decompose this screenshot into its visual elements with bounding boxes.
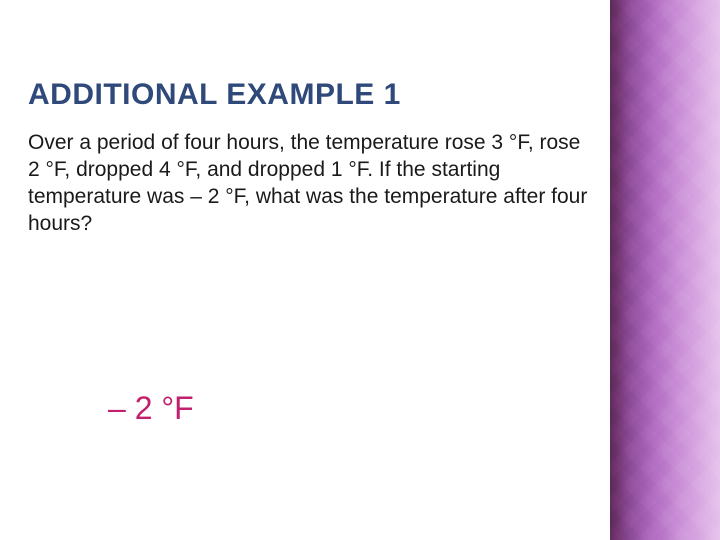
slide: ADDITIONAL EXAMPLE 1 Over a period of fo… bbox=[0, 0, 720, 540]
answer-text: – 2 °F bbox=[108, 390, 194, 427]
problem-text: Over a period of four hours, the tempera… bbox=[28, 130, 588, 238]
slide-title: ADDITIONAL EXAMPLE 1 bbox=[28, 78, 401, 112]
decorative-side-band bbox=[610, 0, 720, 540]
